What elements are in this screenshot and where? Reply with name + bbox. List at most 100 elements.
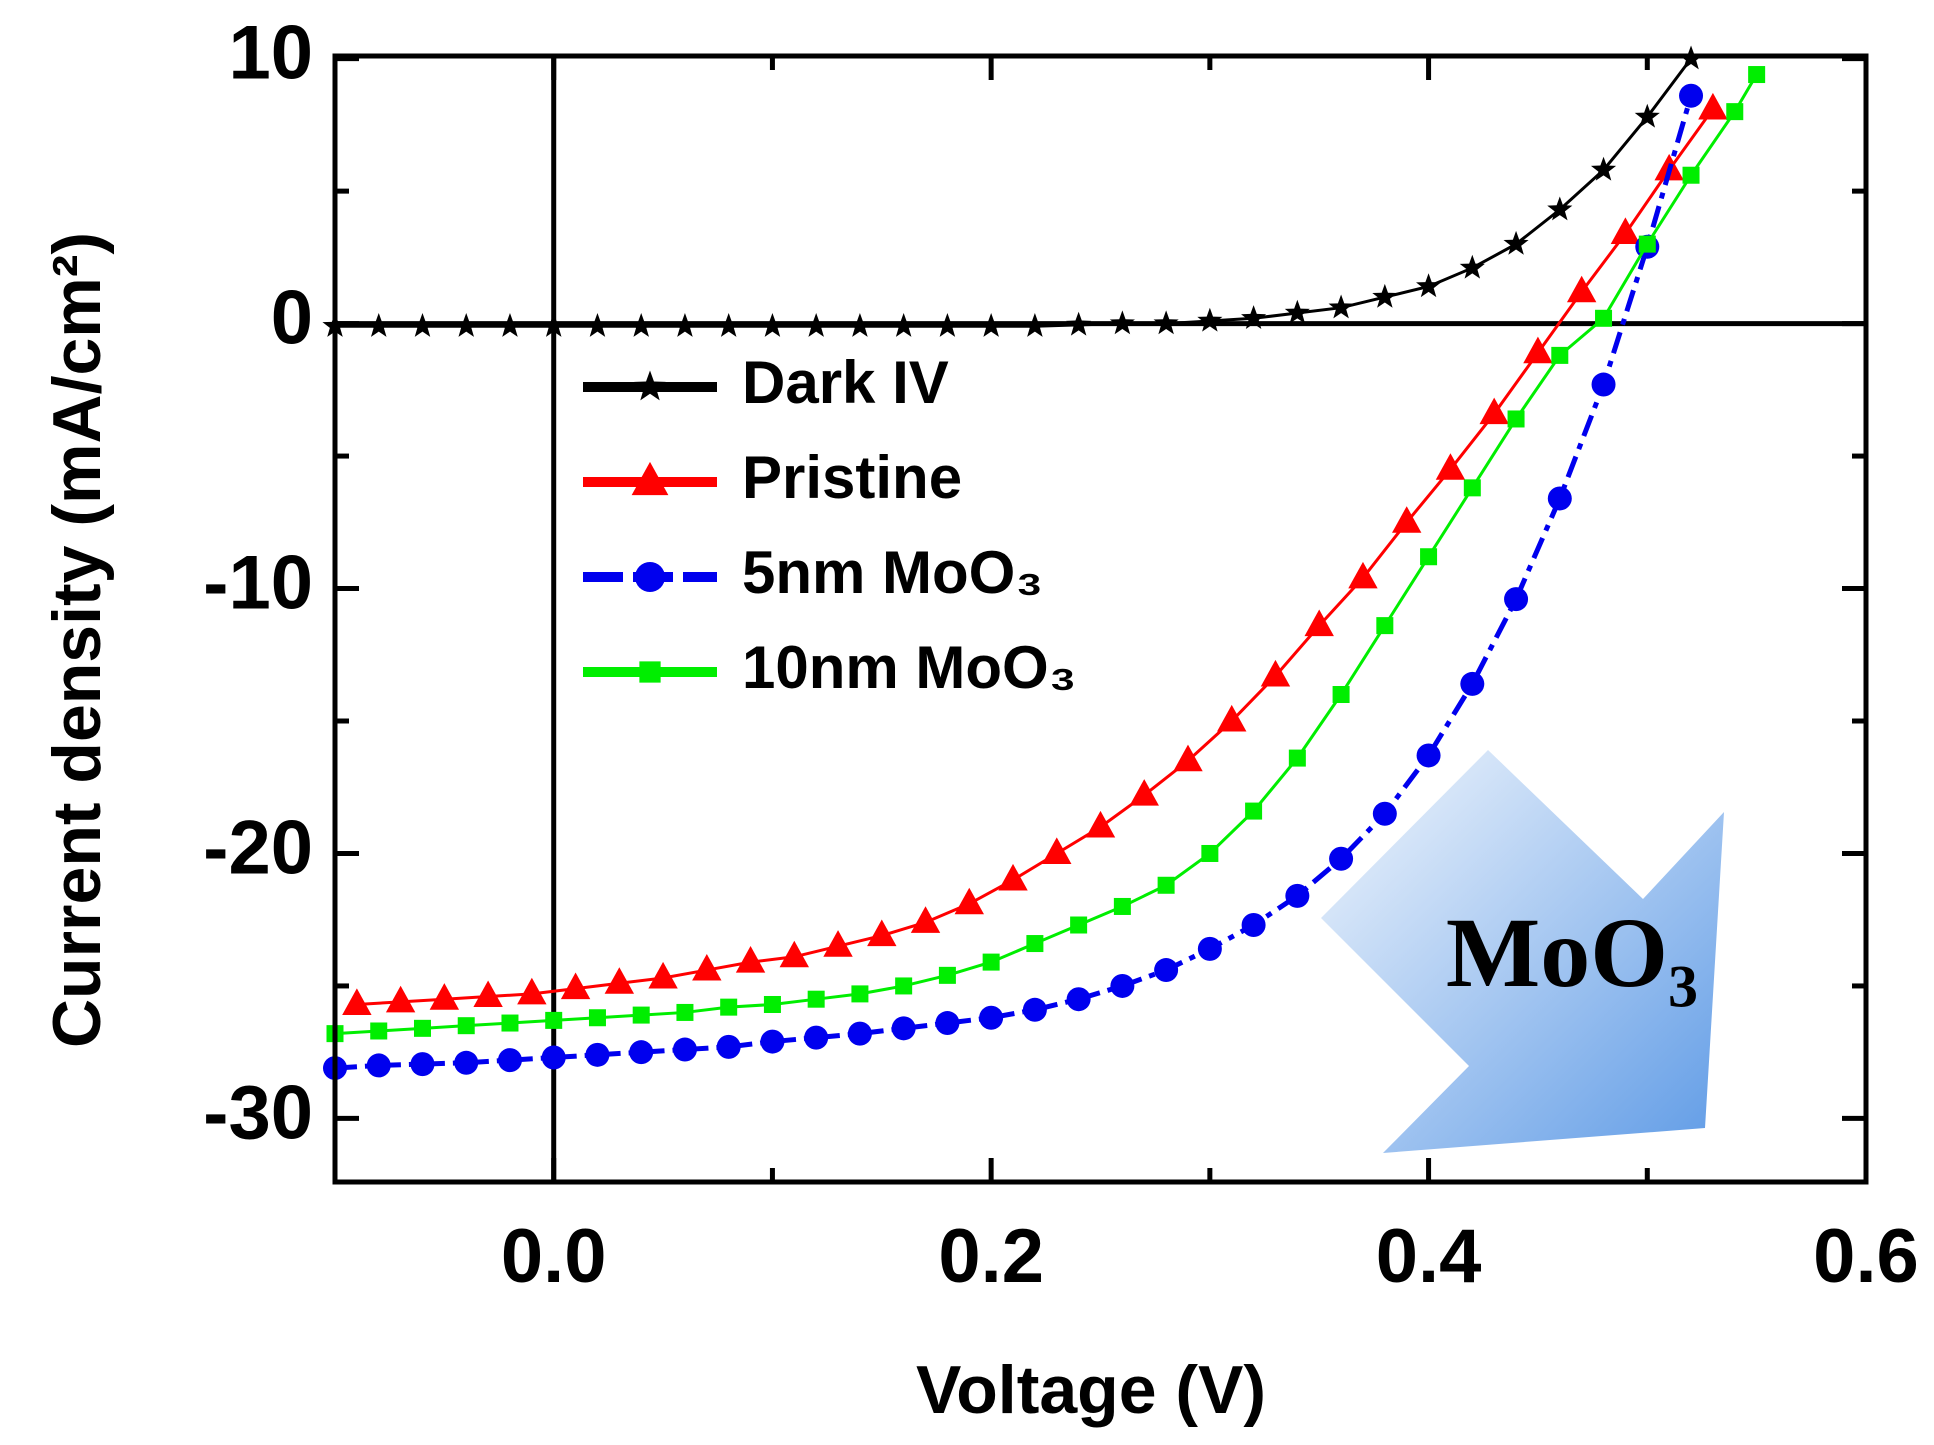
marker bbox=[1154, 958, 1179, 983]
marker bbox=[1113, 897, 1131, 915]
marker bbox=[676, 1003, 694, 1021]
marker bbox=[1217, 704, 1247, 732]
marker bbox=[1595, 309, 1613, 327]
marker bbox=[1304, 609, 1334, 637]
marker bbox=[584, 313, 611, 337]
marker bbox=[1153, 310, 1179, 335]
marker bbox=[517, 977, 547, 1005]
marker bbox=[560, 972, 591, 1000]
marker bbox=[385, 985, 416, 1013]
marker bbox=[541, 1045, 566, 1070]
marker bbox=[1085, 810, 1116, 838]
y-tick-label: 0 bbox=[271, 276, 313, 361]
marker bbox=[759, 313, 785, 337]
marker bbox=[891, 313, 917, 337]
y-axis-label: Current density (mA/cm²) bbox=[39, 232, 115, 1048]
marker bbox=[998, 863, 1028, 891]
marker bbox=[1638, 235, 1656, 253]
legend-label: Dark IV bbox=[742, 349, 949, 416]
marker bbox=[1392, 506, 1422, 533]
marker bbox=[497, 313, 523, 337]
marker bbox=[501, 1014, 519, 1032]
marker bbox=[473, 980, 503, 1008]
marker bbox=[760, 1029, 785, 1054]
marker bbox=[588, 1009, 606, 1027]
marker bbox=[1245, 802, 1263, 820]
marker bbox=[413, 1019, 431, 1037]
x-tick-label: 0.2 bbox=[938, 1214, 1044, 1299]
marker bbox=[604, 967, 635, 994]
marker bbox=[1157, 876, 1175, 894]
series-line bbox=[334, 73, 1758, 1036]
marker bbox=[1507, 410, 1525, 428]
marker bbox=[1682, 166, 1700, 184]
x-tick-label: 0.0 bbox=[501, 1214, 607, 1299]
y-tick-label: 10 bbox=[228, 11, 313, 96]
marker bbox=[1241, 305, 1267, 329]
marker bbox=[1026, 935, 1044, 953]
marker bbox=[1022, 997, 1047, 1022]
marker bbox=[1173, 744, 1203, 772]
marker bbox=[910, 906, 941, 933]
marker bbox=[938, 966, 956, 984]
marker bbox=[1634, 103, 1660, 128]
marker bbox=[1566, 275, 1597, 303]
marker bbox=[1129, 779, 1159, 806]
marker bbox=[779, 940, 809, 968]
marker bbox=[672, 1037, 697, 1062]
annotation-arrow bbox=[1321, 750, 1724, 1153]
marker bbox=[1610, 217, 1641, 245]
marker bbox=[1348, 561, 1378, 589]
marker bbox=[1551, 346, 1569, 364]
marker bbox=[716, 1034, 741, 1059]
marker bbox=[1435, 453, 1466, 480]
marker bbox=[410, 1052, 435, 1077]
marker bbox=[692, 953, 722, 981]
marker bbox=[1260, 659, 1291, 687]
marker bbox=[735, 945, 766, 973]
marker bbox=[648, 961, 678, 989]
marker bbox=[453, 313, 479, 337]
marker bbox=[1332, 686, 1350, 704]
marker bbox=[867, 919, 897, 947]
marker bbox=[454, 1050, 479, 1075]
marker bbox=[804, 1025, 829, 1050]
x-axis-label: Voltage (V) bbox=[916, 1352, 1266, 1428]
marker bbox=[672, 313, 698, 337]
marker bbox=[457, 1017, 475, 1035]
marker bbox=[1416, 743, 1441, 768]
marker bbox=[1479, 397, 1509, 425]
marker bbox=[847, 1021, 872, 1046]
legend-marker bbox=[639, 661, 661, 683]
marker bbox=[1547, 196, 1573, 221]
marker bbox=[1460, 671, 1485, 696]
marker bbox=[1376, 617, 1394, 635]
marker bbox=[1110, 973, 1135, 998]
marker bbox=[1459, 254, 1485, 279]
marker bbox=[823, 930, 853, 957]
marker bbox=[1285, 883, 1310, 908]
marker bbox=[370, 1022, 388, 1040]
series-line bbox=[335, 57, 1693, 328]
marker bbox=[716, 313, 742, 337]
legend-marker bbox=[635, 562, 665, 592]
legend-marker bbox=[631, 461, 669, 496]
legend-label: 5nm MoO₃ bbox=[742, 539, 1043, 606]
marker bbox=[1042, 837, 1072, 864]
marker bbox=[409, 313, 436, 337]
marker bbox=[1726, 103, 1744, 121]
marker bbox=[1523, 336, 1553, 364]
x-tick-label: 0.4 bbox=[1376, 1214, 1482, 1299]
marker bbox=[497, 1048, 522, 1073]
marker bbox=[1197, 936, 1222, 961]
marker bbox=[1698, 92, 1728, 120]
marker bbox=[1420, 548, 1438, 566]
annotation: MoO₃ bbox=[1446, 897, 1698, 1008]
plot-frame bbox=[332, 53, 1869, 1185]
marker bbox=[1288, 749, 1306, 767]
marker bbox=[1329, 846, 1354, 871]
marker bbox=[366, 313, 392, 337]
marker bbox=[1284, 299, 1310, 324]
marker bbox=[342, 988, 372, 1015]
